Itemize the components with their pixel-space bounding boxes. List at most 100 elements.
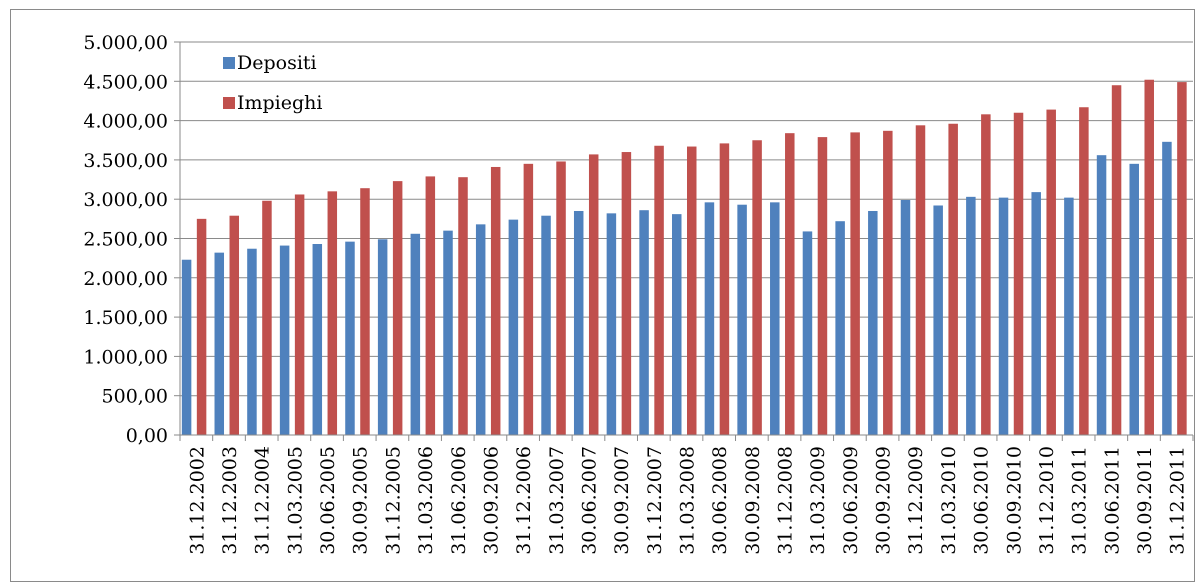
x-tick-label: 30.06.2007: [578, 446, 600, 555]
x-tick-label: 31.03.2007: [546, 446, 568, 555]
y-tick-label: 4.000,00: [83, 111, 168, 133]
bar-depositi-30.06.2011: [1096, 155, 1107, 435]
bar-depositi-31.12.2009: [900, 199, 911, 435]
bar-depositi-31.03.2008: [672, 214, 682, 435]
bar-depositi-31.03.2009: [802, 231, 813, 435]
x-tick-label: 31.03.2008: [677, 446, 699, 555]
bar-impieghi-30.06.2005: [327, 191, 338, 435]
bar-impieghi-31.03.2010: [948, 123, 958, 435]
x-tick-label: 30.09.2010: [1003, 446, 1025, 555]
bar-impieghi-31.12.2007: [654, 145, 664, 435]
y-tick-label: 1.000,00: [83, 346, 168, 368]
x-tick-label: 30.06.2010: [971, 446, 993, 555]
x-tick-label: 30.09.2009: [873, 446, 895, 555]
y-tick-label: 0,00: [126, 425, 168, 447]
bar-depositi-31.12.2002: [181, 259, 192, 435]
bar-impieghi-31.03.2008: [687, 146, 697, 435]
bar-depositi-31.12.2010: [1031, 192, 1041, 435]
bar-impieghi-30.06.2009: [850, 132, 860, 435]
bar-depositi-31.12.2011: [1162, 141, 1172, 435]
bar-depositi-30.09.2009: [868, 210, 878, 435]
bar-depositi-30.09.2008: [737, 204, 747, 435]
bar-impieghi-31.03.2009: [817, 137, 828, 435]
bar-depositi-31.12.2007: [639, 210, 649, 435]
x-tick-label: 31.12.2009: [905, 446, 927, 555]
bar-depositi-30.06.2005: [312, 244, 323, 435]
x-tick-label: 31.12.2005: [382, 446, 404, 555]
bar-depositi-31.03.2006: [410, 233, 421, 435]
bar-depositi-30.09.2006: [475, 224, 486, 435]
bar-impieghi-31.03.2007: [556, 161, 566, 436]
bar-impieghi-30.06.2011: [1111, 85, 1122, 435]
x-tick-label: 31.03.2009: [807, 446, 829, 555]
y-tick-label: 1.500,00: [83, 307, 168, 329]
y-tick-label: 2.000,00: [83, 268, 168, 290]
bar-depositi-31.06.2006: [443, 230, 453, 435]
bar-impieghi-30.06.2007: [588, 154, 599, 435]
x-tick-label: 31.06.2006: [448, 446, 470, 555]
bar-depositi-31.12.2004: [247, 248, 257, 435]
legend-swatch-depositi: [223, 57, 235, 69]
bar-depositi-30.06.2009: [835, 221, 845, 435]
y-tick-label: 5.000,00: [83, 32, 168, 54]
bar-impieghi-31.12.2010: [1046, 109, 1056, 435]
bar-depositi-30.09.2005: [345, 241, 355, 435]
chart-area: [10, 9, 1195, 582]
bar-depositi-30.06.2010: [966, 196, 976, 435]
x-tick-label: 31.12.2002: [186, 446, 208, 555]
bar-impieghi-31.12.2006: [523, 163, 534, 435]
x-tick-label: 31.12.2010: [1036, 446, 1058, 555]
bar-depositi-30.06.2007: [573, 210, 584, 435]
bar-impieghi-30.06.2008: [719, 143, 730, 436]
bar-depositi-31.12.2006: [508, 219, 519, 435]
bar-impieghi-31.12.2009: [915, 125, 926, 435]
x-tick-label: 31.12.2004: [252, 446, 274, 555]
bar-impieghi-30.09.2010: [1013, 112, 1024, 436]
x-tick-label: 31.12.2011: [1167, 446, 1189, 555]
x-tick-label: 31.12.2008: [775, 446, 797, 555]
x-tick-label: 30.09.2008: [742, 446, 764, 555]
bar-impieghi-30.09.2005: [360, 188, 370, 435]
legend-swatch-impieghi: [223, 97, 235, 109]
x-tick-label: 31.03.2011: [1069, 446, 1091, 555]
bar-depositi-31.12.2003: [214, 252, 225, 435]
x-tick-label: 30.09.2007: [611, 446, 633, 555]
bar-impieghi-30.09.2007: [621, 152, 632, 436]
bar-impieghi-30.06.2010: [981, 114, 991, 435]
x-tick-label: 31.12.2006: [513, 446, 535, 555]
bar-impieghi-31.12.2005: [392, 181, 403, 435]
bar-depositi-30.06.2008: [704, 202, 715, 435]
y-tick-label: 2.500,00: [83, 229, 168, 251]
bar-impieghi-30.09.2006: [490, 166, 501, 435]
bar-impieghi-31.03.2005: [294, 194, 305, 435]
bar-impieghi-31.12.2011: [1177, 82, 1187, 435]
bar-impieghi-31.06.2006: [458, 177, 468, 435]
bar-depositi-30.09.2010: [998, 197, 1009, 435]
bar-impieghi-30.09.2011: [1144, 79, 1154, 435]
x-tick-label: 30.09.2005: [350, 446, 372, 555]
y-tick-label: 500,00: [102, 386, 168, 408]
bar-impieghi-30.09.2009: [883, 130, 893, 435]
x-tick-label: 31.03.2006: [415, 446, 437, 555]
x-tick-label: 31.12.2007: [644, 446, 666, 555]
bar-depositi-30.09.2007: [606, 213, 617, 435]
bar-impieghi-31.03.2011: [1079, 107, 1089, 435]
x-tick-label: 30.06.2011: [1101, 446, 1123, 555]
x-tick-label: 30.06.2009: [840, 446, 862, 555]
bar-impieghi-31.12.2003: [229, 215, 240, 435]
bar-impieghi-31.12.2008: [785, 133, 795, 435]
bar-impieghi-30.09.2008: [752, 140, 762, 435]
x-tick-label: 31.03.2010: [938, 446, 960, 555]
legend-label-impieghi: Impieghi: [237, 92, 322, 114]
x-tick-label: 31.12.2003: [219, 446, 241, 555]
bar-depositi-31.03.2010: [933, 205, 943, 435]
bar-depositi-30.09.2011: [1129, 163, 1139, 435]
bar-impieghi-31.03.2006: [425, 176, 436, 435]
y-tick-label: 4.500,00: [83, 71, 168, 93]
x-tick-label: 30.06.2008: [709, 446, 731, 555]
x-tick-label: 31.03.2005: [284, 446, 306, 555]
legend-label-depositi: Depositi: [237, 52, 317, 74]
x-tick-label: 30.09.2011: [1134, 446, 1156, 555]
y-tick-label: 3.500,00: [83, 150, 168, 172]
